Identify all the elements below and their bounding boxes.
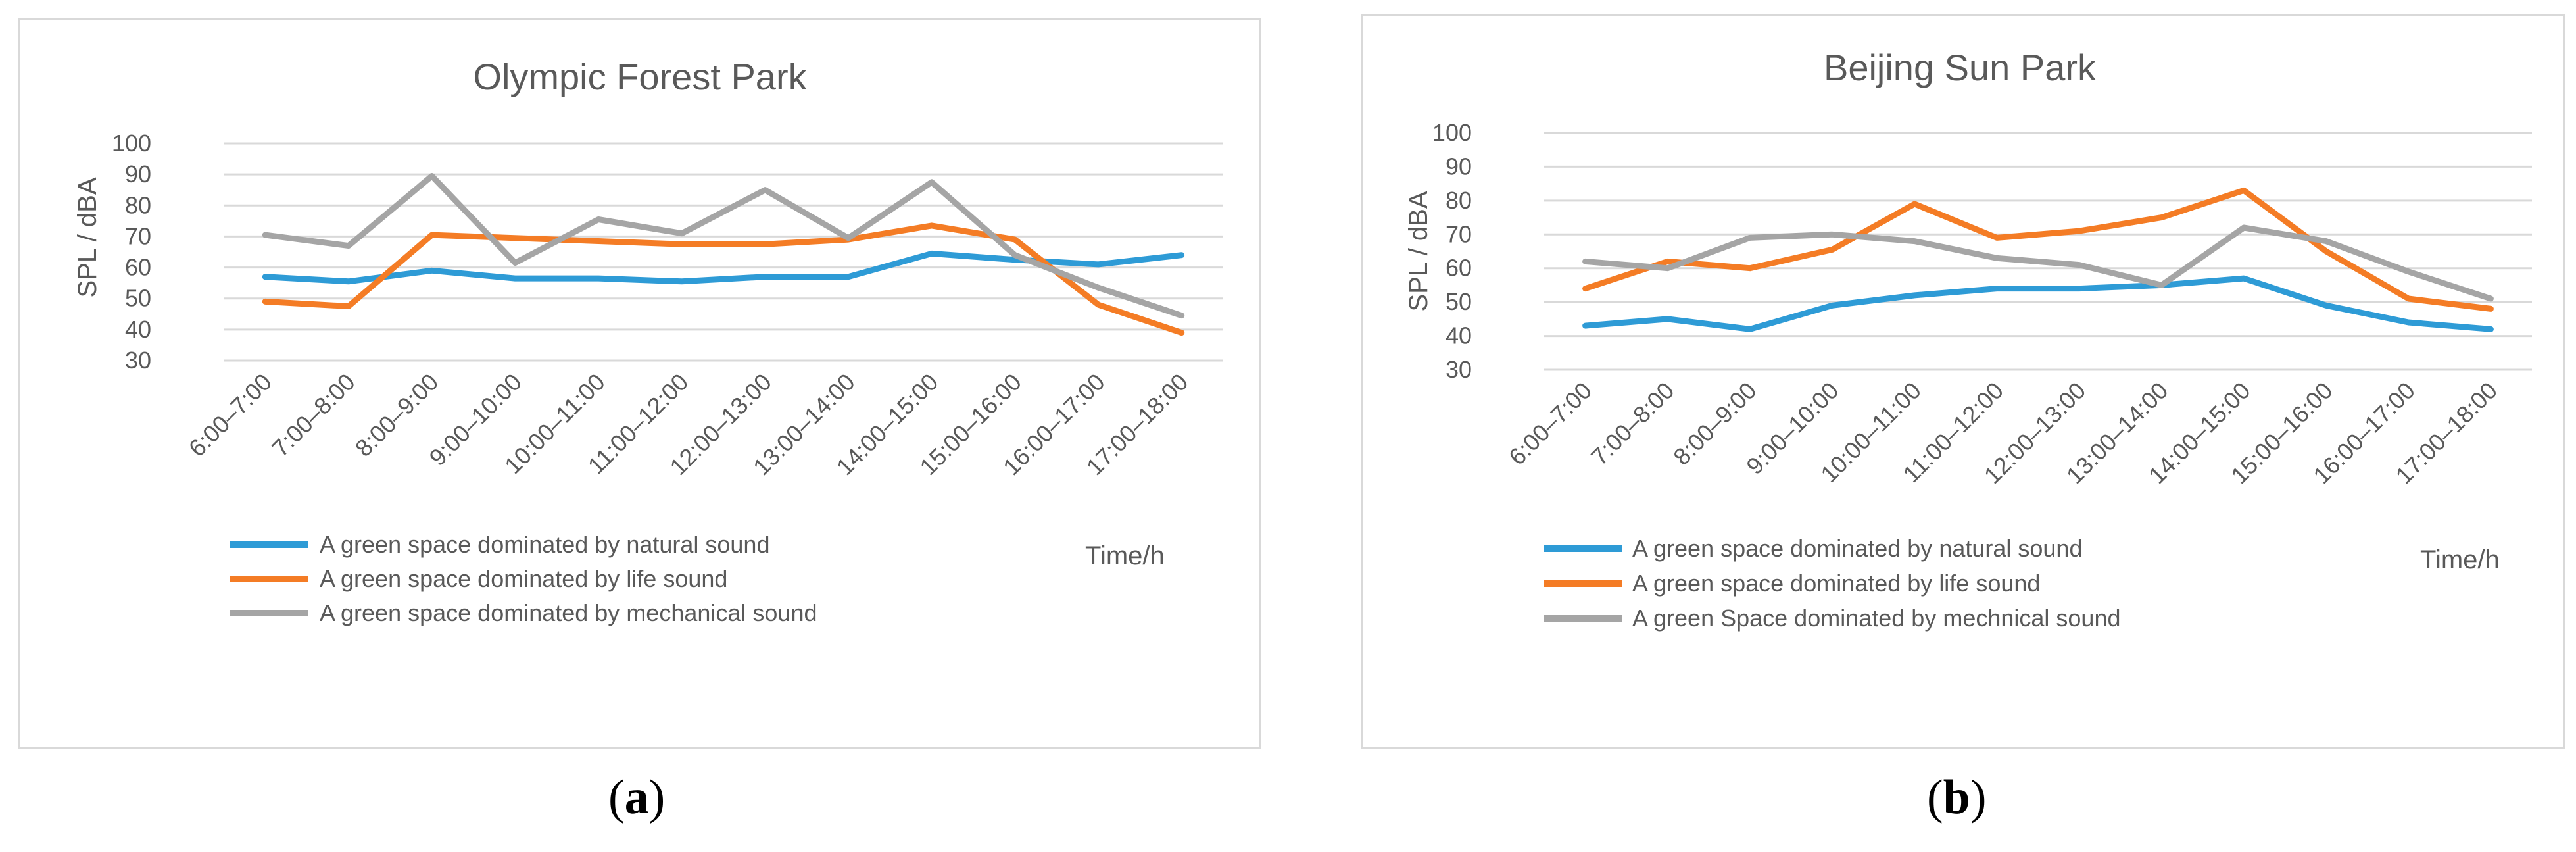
series-line-3 (1582, 224, 2494, 302)
y-tick-label: 90 (125, 161, 151, 188)
caption-b: (b) (1927, 770, 1987, 824)
legend-entry: A green space dominated by mechanical so… (320, 599, 817, 626)
legend-entry: A green space dominated by life sound (320, 565, 727, 592)
chart-frame (18, 18, 1261, 749)
y-axis-label: SPL / dBA (1404, 191, 1433, 311)
y-tick-label: 80 (125, 191, 151, 218)
legend-entry: A green space dominated by natural sound (1632, 535, 2082, 562)
y-tick-label: 60 (125, 254, 151, 281)
y-tick-label: 50 (125, 285, 151, 312)
x-axis-label: Time/h (1085, 541, 1165, 570)
series-lines (1582, 187, 2494, 332)
y-tick-labels: 30 40 50 60 70 80 90 100 (112, 130, 151, 374)
y-tick-label: 70 (125, 222, 151, 249)
y-tick-label: 100 (1432, 119, 1472, 146)
series-line-1 (1582, 275, 2494, 332)
y-tick-label: 90 (1446, 153, 1472, 180)
y-tick-label: 30 (1446, 356, 1472, 383)
y-tick-label: 50 (1446, 288, 1472, 315)
y-tick-label: 70 (1446, 220, 1472, 247)
legend-entry: A green Space dominated by mechnical sou… (1632, 605, 2120, 632)
y-tick-label: 40 (125, 316, 151, 343)
legend: A green space dominated by natural sound… (230, 531, 817, 626)
y-tick-label: 80 (1446, 187, 1472, 214)
caption-a: (a) (608, 770, 666, 824)
y-axis-label: SPL / dBA (73, 177, 102, 297)
chart-panel-a: Olympic Forest Park SPL / dBA Time/h 30 4… (18, 18, 1261, 749)
y-tick-label: 40 (1446, 322, 1472, 349)
series-lines (262, 173, 1185, 336)
legend-entry: A green space dominated by natural sound (320, 531, 769, 558)
y-tick-label: 60 (1446, 255, 1472, 282)
series-line-3 (262, 173, 1185, 319)
chart-title: Olympic Forest Park (473, 56, 807, 97)
y-tick-labels: 30 40 50 60 70 80 90 100 (1432, 119, 1472, 383)
legend: A green space dominated by natural sound… (1544, 535, 2120, 632)
series-line-2 (1582, 187, 2494, 312)
y-tick-label: 30 (125, 347, 151, 374)
legend-entry: A green space dominated by life sound (1632, 570, 2040, 597)
series-line-2 (262, 222, 1185, 336)
chart-panel-b: Beijing Sun Park SPL / dBA Time/h 30 40 50… (1361, 14, 2565, 749)
y-tick-label: 100 (112, 130, 151, 157)
x-axis-label: Time/h (2420, 545, 2500, 574)
chart-title: Beijing Sun Park (1824, 47, 2097, 88)
chart-frame (1361, 14, 2565, 749)
